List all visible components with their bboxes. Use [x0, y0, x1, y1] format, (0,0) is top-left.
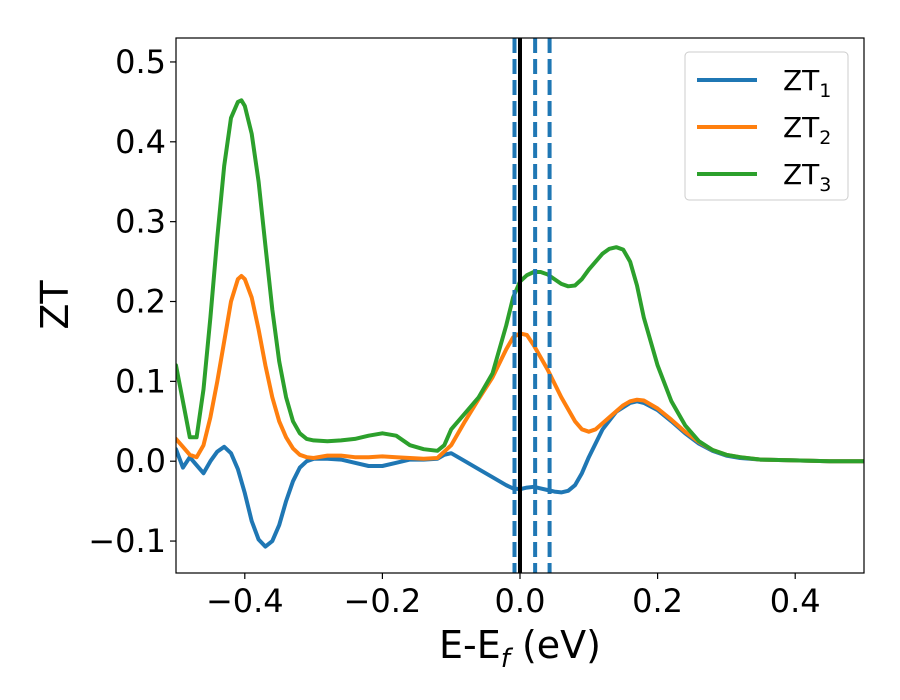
series-line-2 — [176, 274, 864, 464]
y-axis-label: ZT — [33, 280, 77, 330]
x-axis-ticks: −0.4 −0.2 0.0 0.2 0.4 — [206, 573, 821, 620]
y-tick-label: 0.5 — [115, 43, 166, 81]
legend-label-2: ZT2 — [783, 111, 831, 149]
y-tick-label: −0.1 — [88, 522, 166, 560]
vline-layer — [512, 38, 552, 573]
legend-entries: ZT1 ZT2 ZT3 — [697, 64, 831, 196]
legend: ZT1 ZT2 ZT3 — [684, 51, 849, 201]
x-tick-label: 0.0 — [495, 582, 546, 620]
y-tick-label: 0.3 — [115, 203, 166, 241]
x-tick-label: 0.4 — [770, 582, 821, 620]
series-line-3 — [176, 98, 864, 464]
legend-box — [684, 51, 849, 201]
y-tick-label: 0.4 — [115, 123, 166, 161]
series-layer — [176, 98, 864, 549]
legend-label-3: ZT3 — [783, 158, 831, 196]
x-axis-label: E-Ef (eV) — [439, 623, 601, 674]
legend-label-1: ZT1 — [783, 64, 831, 102]
y-tick-label: 0.2 — [115, 283, 166, 321]
x-axis-label-suffix: (eV) — [510, 623, 601, 667]
y-axis-ticks: −0.1 0.0 0.1 0.2 0.3 0.4 0.5 — [88, 43, 176, 560]
x-tick-label: −0.4 — [206, 582, 284, 620]
y-tick-label: 0.1 — [115, 362, 166, 400]
x-tick-label: 0.2 — [632, 582, 683, 620]
y-tick-label: 0.0 — [115, 442, 166, 480]
x-tick-label: −0.2 — [344, 582, 422, 620]
